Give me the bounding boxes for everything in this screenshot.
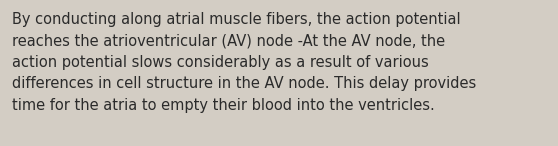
Text: By conducting along atrial muscle fibers, the action potential
reaches the atrio: By conducting along atrial muscle fibers… [12,12,477,113]
